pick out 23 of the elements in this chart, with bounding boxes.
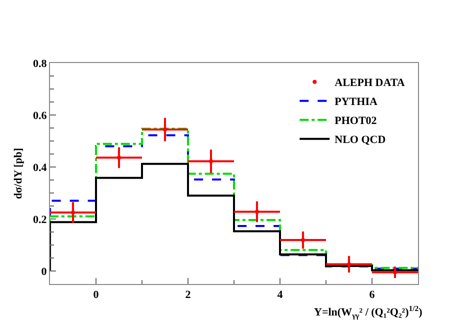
point <box>255 210 259 214</box>
point <box>71 210 75 214</box>
y-tick-label: 0.8 <box>33 58 48 70</box>
y-tick-label: 0.6 <box>33 110 48 122</box>
x-tick-label: 0 <box>93 289 100 302</box>
y-tick-label: 0.2 <box>33 214 48 226</box>
y-tick-label: 0 <box>41 266 48 278</box>
legend-label: PHOT02 <box>334 115 378 128</box>
x-tick-label: 4 <box>277 289 284 302</box>
point <box>393 270 397 274</box>
legend-label: ALEPH DATA <box>334 77 405 90</box>
point <box>347 262 351 266</box>
point <box>117 156 121 160</box>
point <box>301 238 305 242</box>
point <box>163 128 167 132</box>
legend-label: NLO QCD <box>334 134 386 146</box>
x-axis-title: Y=ln(W$_{γγ}$² / (Q₁²Q₂²)$^{1/2}$) <box>314 304 423 320</box>
x-tick-label: 2 <box>185 289 192 302</box>
y-axis-title: dσ/dY [pb] <box>12 148 25 200</box>
x-tick-label: 6 <box>369 289 376 302</box>
point <box>209 159 213 164</box>
y-tick-label: 0.4 <box>33 162 48 174</box>
legend-label: PYTHIA <box>334 96 378 108</box>
